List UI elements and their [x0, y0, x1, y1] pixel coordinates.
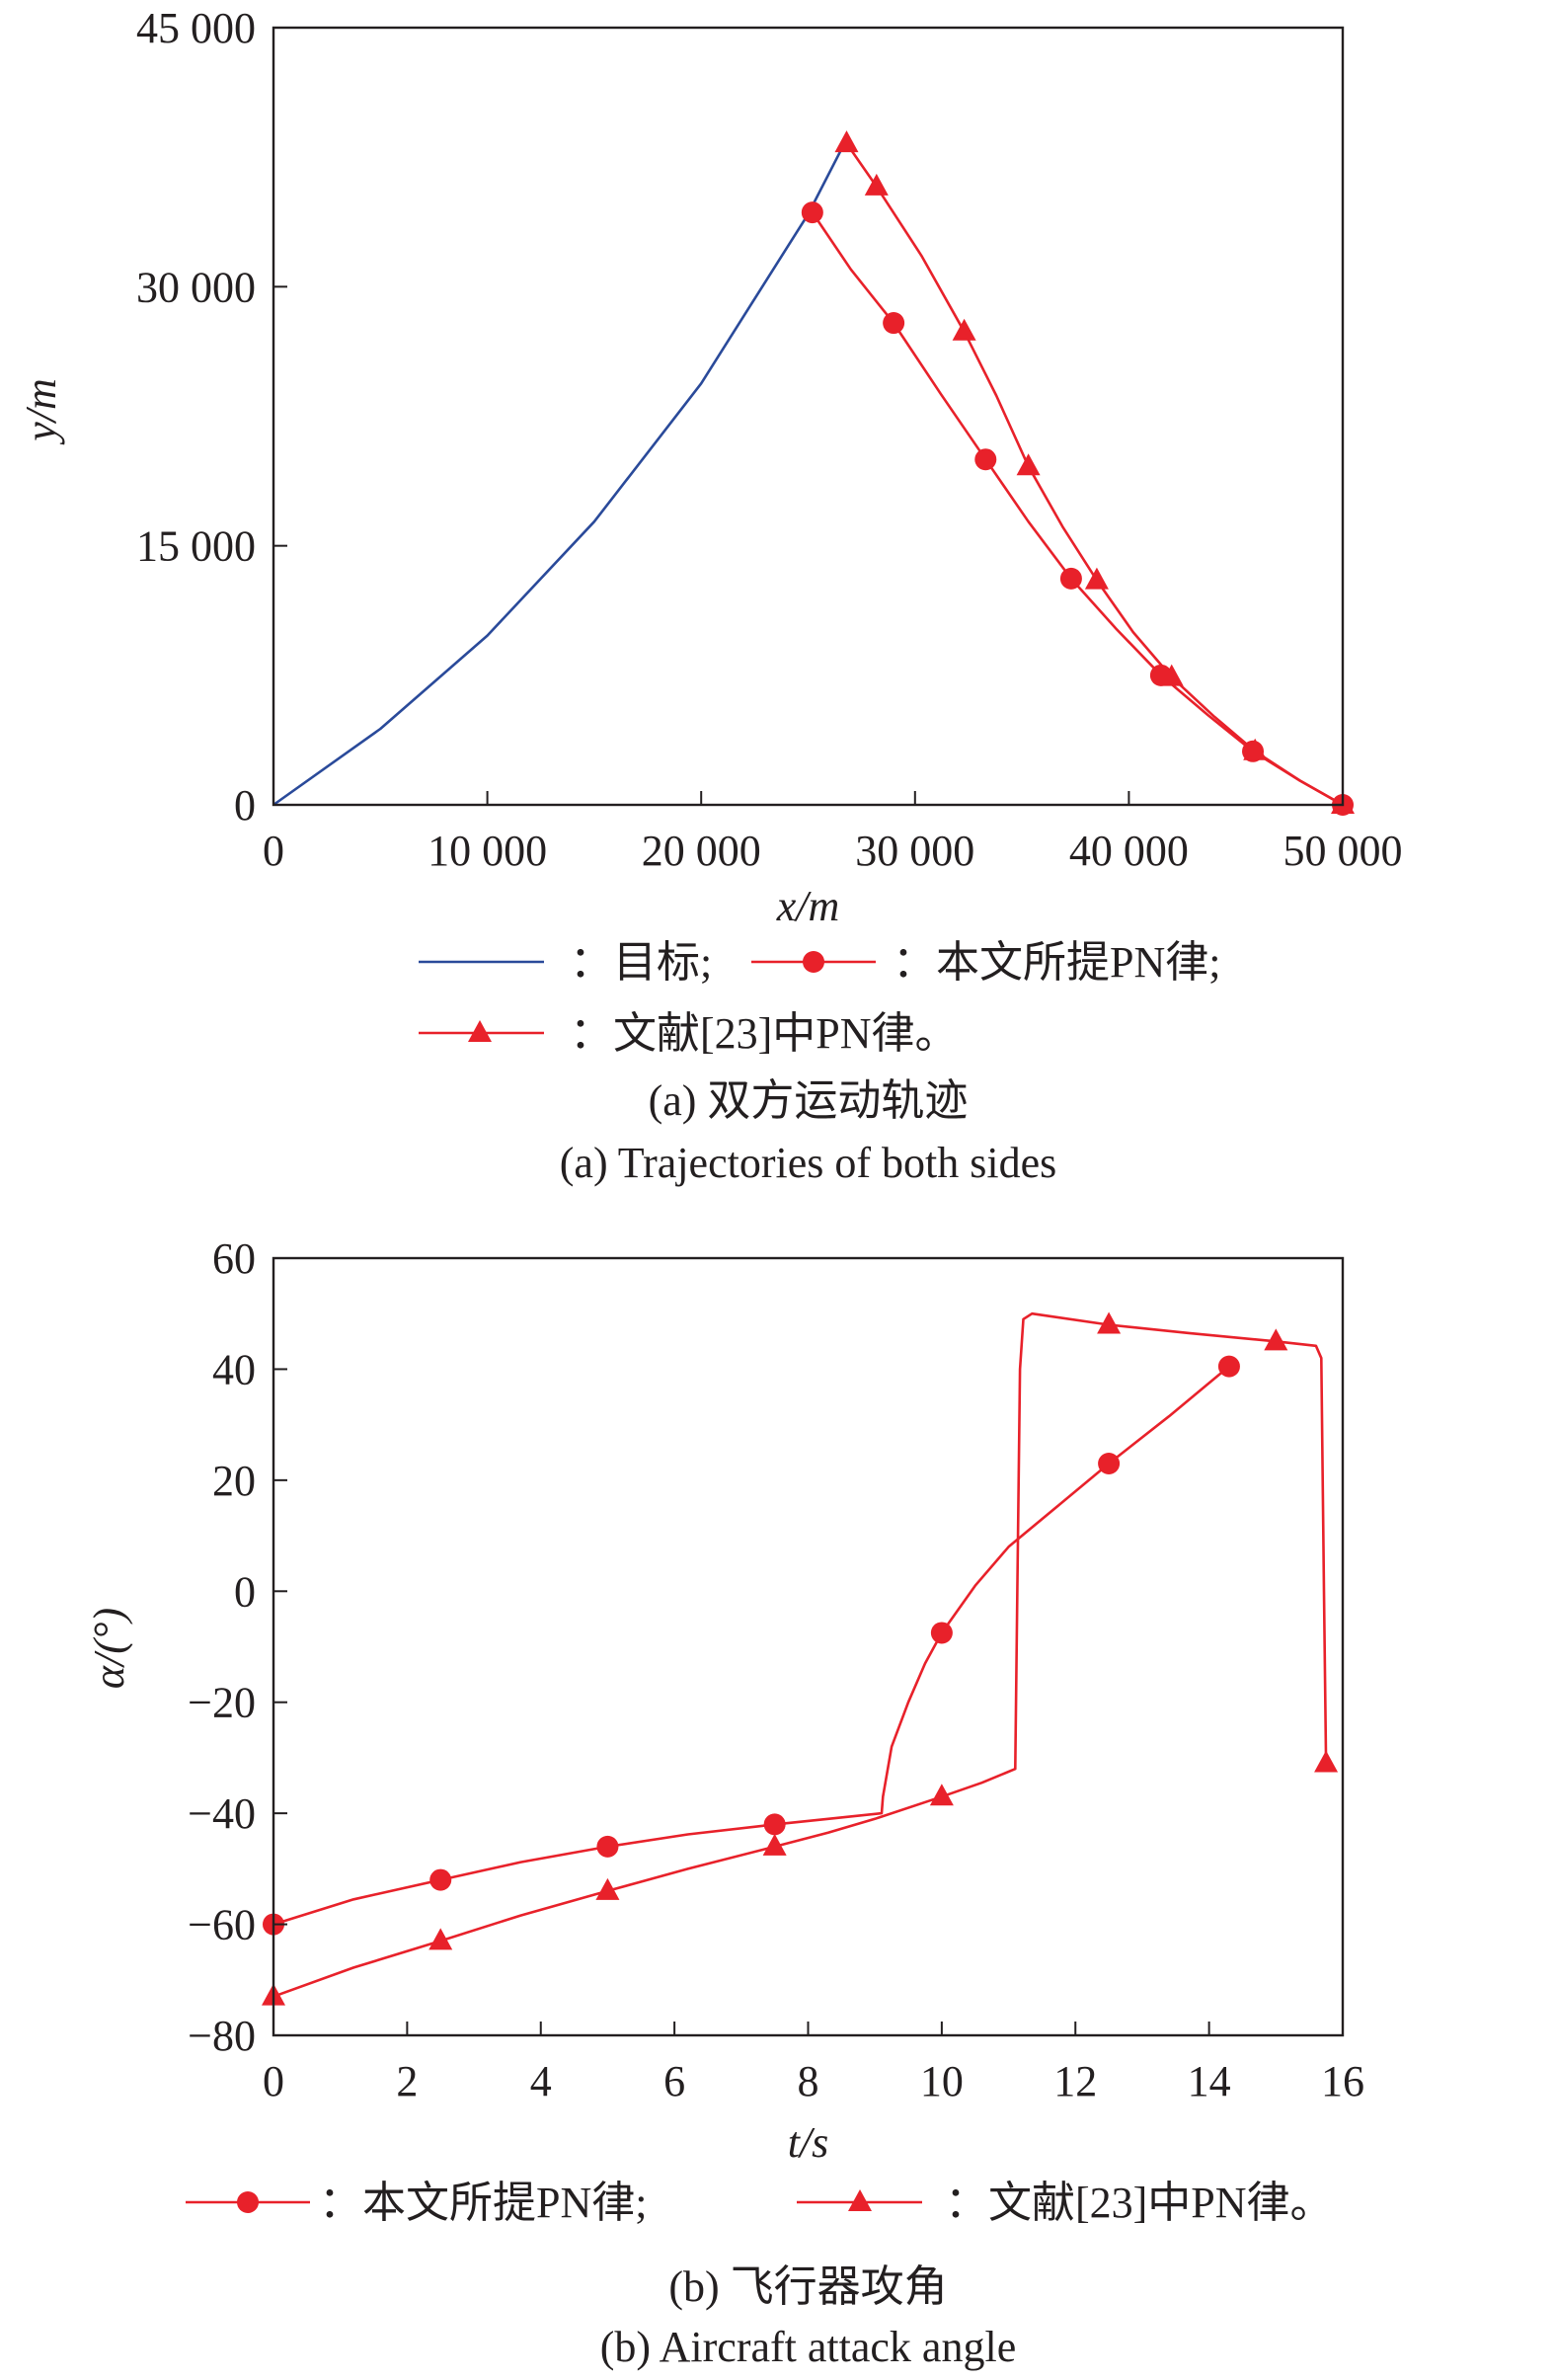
data-point-0-3 — [763, 1813, 786, 1836]
data-point-2-6 — [1243, 738, 1268, 760]
y-tick-label: 15 000 — [136, 522, 256, 571]
data-point-1-0 — [801, 201, 823, 224]
y-tick-label: −40 — [188, 1789, 256, 1838]
data-point-2-5 — [1159, 664, 1184, 686]
data-point-1-5 — [1097, 1311, 1122, 1334]
legend-label-1: ：文献[23]中PN律。 — [945, 2179, 1334, 2227]
data-point-1-2 — [595, 1877, 620, 1900]
data-point-0-4 — [930, 1622, 953, 1644]
plot-frame — [272, 26, 1345, 807]
data-point-1-2 — [974, 448, 997, 471]
data-point-2-2 — [952, 318, 976, 341]
y-axis-label: α/(°) — [85, 1608, 133, 1689]
x-tick-label: 12 — [1053, 2057, 1097, 2105]
x-tick-label: 10 — [920, 2057, 964, 2105]
data-point-2-3 — [1016, 453, 1041, 476]
legend-marker-2 — [468, 1020, 492, 1042]
y-tick-label: −20 — [188, 1679, 256, 1727]
x-tick-label: 40 000 — [1069, 827, 1189, 875]
data-point-1-1 — [428, 1928, 453, 1950]
chart-trajectories: 0 10 000 20 000 30 000 40 000 50 000 0 15 000 30… — [17, 4, 1402, 1187]
y-tick-label: 0 — [234, 1567, 256, 1616]
x-tick-label: 2 — [396, 2057, 418, 2105]
series-line-2 — [845, 142, 1344, 807]
series-line-1 — [811, 211, 1344, 807]
legend-marker-1 — [848, 2189, 872, 2211]
y-tick-label: 0 — [234, 781, 256, 830]
x-tick-label: 14 — [1188, 2057, 1231, 2105]
legend-label-0: ：本文所提PN律; — [319, 2179, 647, 2227]
data-point-1-4 — [929, 1784, 954, 1806]
x-tick-label: 8 — [798, 2057, 819, 2105]
data-point-1-3 — [1059, 567, 1082, 590]
data-point-0-5 — [1098, 1452, 1121, 1474]
x-tick-label: 16 — [1321, 2057, 1364, 2105]
data-point-0-2 — [596, 1835, 619, 1858]
y-tick-label: −80 — [188, 2012, 256, 2060]
x-axis-label: t/s — [788, 2118, 829, 2167]
data-point-2-4 — [1084, 567, 1109, 590]
data-point-1-6 — [1264, 1328, 1288, 1351]
series-line-0 — [272, 142, 846, 807]
data-point-0-6 — [1217, 1355, 1240, 1378]
legend-label-1: ：本文所提PN律; — [893, 938, 1220, 987]
legend-label-2: ：文献[23]中PN律。 — [570, 1009, 959, 1058]
data-point-0-1 — [429, 1868, 452, 1891]
legend-label-0: ：目标; — [570, 938, 712, 987]
series-line-1 — [272, 1311, 1328, 1998]
y-tick-label: 20 — [212, 1457, 256, 1505]
x-tick-label: 50 000 — [1283, 827, 1403, 875]
y-tick-label: 45 000 — [136, 4, 256, 52]
y-tick-label: 60 — [212, 1234, 256, 1283]
data-point-2-1 — [864, 173, 889, 196]
caption-cn: (b) 飞行器攻角 — [668, 2262, 947, 2311]
x-tick-label: 20 000 — [642, 827, 761, 875]
y-axis-label: y/m — [17, 378, 65, 445]
series-line-0 — [272, 1365, 1230, 1926]
plot-frame — [272, 1256, 1345, 2037]
x-tick-label: 4 — [530, 2057, 552, 2105]
x-tick-label: 0 — [263, 827, 284, 875]
legend-marker-0 — [237, 2191, 259, 2213]
x-tick-label: 0 — [263, 2057, 284, 2105]
y-tick-label: −60 — [188, 1901, 256, 1949]
x-tick-label: 30 000 — [855, 827, 974, 875]
caption-cn: (a) 双方运动轨迹 — [649, 1076, 969, 1125]
caption-en: (a) Trajectories of both sides — [560, 1139, 1056, 1187]
x-tick-label: 6 — [663, 2057, 685, 2105]
data-point-1-3 — [762, 1833, 787, 1856]
x-axis-label: x/m — [776, 882, 840, 930]
y-tick-label: 30 000 — [136, 263, 256, 311]
y-tick-label: 40 — [212, 1345, 256, 1393]
data-point-1-7 — [1314, 1750, 1339, 1773]
legend-marker-1 — [803, 951, 824, 973]
data-point-2-0 — [834, 130, 859, 153]
data-point-1-1 — [883, 312, 905, 335]
chart-attack-angle: 0 2 4 6 8 10 12 14 16 −80 −60 −40 −20 0 20 40 60 t/s α/(°)… — [85, 1234, 1364, 2371]
x-tick-label: 10 000 — [428, 827, 547, 875]
caption-en: (b) Aircraft attack angle — [600, 2323, 1016, 2371]
